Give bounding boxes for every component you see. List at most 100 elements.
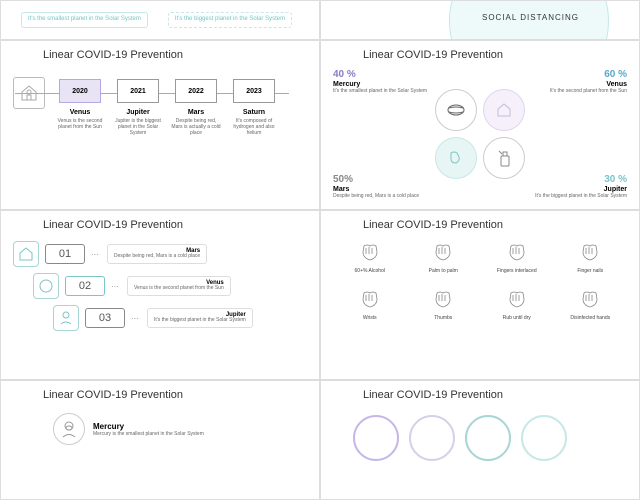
handwash-grid: 60+% Alcohol Palm to palm Fingers interlac… <box>333 241 627 321</box>
template-grid: It's the smallest planet in the Solar Sy… <box>0 0 640 500</box>
step-row: 03 ⋯ JupiterIt's the biggest planet in the… <box>53 305 307 331</box>
year-column: 2022 Mars Despite being red, Mars is actua… <box>171 79 221 136</box>
dots-icon: ⋯ <box>111 282 121 291</box>
section-title: Linear COVID-19 Prevention <box>13 49 307 61</box>
section-title: Linear COVID-19 Prevention <box>333 219 627 231</box>
hands-icon <box>356 241 384 265</box>
accent-circle <box>465 415 511 461</box>
hands-icon <box>429 241 457 265</box>
bottom-left-cell: Linear COVID-19 Prevention Mercury Mercu… <box>0 380 320 500</box>
quad-center-icons <box>435 89 525 179</box>
quad-name: Venus <box>517 81 627 88</box>
hands-icon <box>503 241 531 265</box>
step-label: Thumbs <box>413 315 473 321</box>
handwash-step: 60+% Alcohol <box>340 241 400 274</box>
dots-icon: ⋯ <box>131 314 141 323</box>
sanitizer-icon <box>483 137 525 179</box>
handwash-step: Disinfected hands <box>560 288 620 321</box>
year-box: 2023 <box>233 79 275 103</box>
planet-desc: Venus is the second planet from the Sun <box>55 118 105 130</box>
step-icon <box>53 305 79 331</box>
handwash-step: Thumbs <box>413 288 473 321</box>
planet-name: Mars <box>171 109 221 116</box>
year-box: 2022 <box>175 79 217 103</box>
step-label: Wrists <box>340 315 400 321</box>
handwash-step: Palm to palm <box>413 241 473 274</box>
quad-desc: It's the second planet from the Sun <box>517 88 627 94</box>
year-box: 2021 <box>117 79 159 103</box>
quad-name: Mercury <box>333 81 443 88</box>
accent-circle <box>521 415 567 461</box>
mask-icon <box>435 89 477 131</box>
quad-pct: 40 % <box>333 69 443 80</box>
quad-layout: 40 % Mercury It's the smallest planet in… <box>333 69 627 199</box>
planet-desc: Mercury is the smallest planet in the So… <box>93 431 204 437</box>
step-label: Rub until dry <box>487 315 547 321</box>
step-number: 01 <box>45 244 85 264</box>
planet-desc: Jupiter is the biggest planet in the Sol… <box>113 118 163 136</box>
hands-icon <box>576 241 604 265</box>
handwash-step: Finger nails <box>560 241 620 274</box>
section-title: Linear COVID-19 Prevention <box>333 49 627 61</box>
handwash-step: Fingers interlaced <box>487 241 547 274</box>
bottom-text: Mercury Mercury is the smallest planet i… <box>93 422 204 437</box>
hands-icon <box>429 288 457 312</box>
handwash-step: Rub until dry <box>487 288 547 321</box>
handwash-step: Wrists <box>340 288 400 321</box>
quad-cell: Linear COVID-19 Prevention 40 % Mercury … <box>320 40 640 210</box>
quad-topright: 60 % Venus It's the second planet from t… <box>517 69 627 94</box>
quad-desc: It's the smallest planet in the Solar Sy… <box>333 88 443 94</box>
hands-icon <box>576 288 604 312</box>
accent-circle <box>353 415 399 461</box>
step-text: VenusVenus is the second planet from the… <box>127 276 231 296</box>
quad-bottomleft: 50% Mars Despite being red, Mars is a co… <box>333 174 443 199</box>
quad-name: Jupiter <box>517 186 627 193</box>
timeline-cell: Linear COVID-19 Prevention 2020VenusVenu… <box>0 40 320 210</box>
step-label: 60+% Alcohol <box>340 268 400 274</box>
step-number: 03 <box>85 308 125 328</box>
home-icon <box>483 89 525 131</box>
hands-icon <box>356 288 384 312</box>
quad-pct: 30 % <box>517 174 627 185</box>
section-title: Linear COVID-19 Prevention <box>13 389 307 401</box>
step-label: Disinfected hands <box>560 315 620 321</box>
planet-name: Jupiter <box>113 109 163 116</box>
section-title: Linear COVID-19 Prevention <box>333 389 627 401</box>
step-icon <box>33 273 59 299</box>
year-box: 2020 <box>59 79 101 103</box>
quad-desc: It's the biggest planet in the Solar Sys… <box>517 193 627 199</box>
step-label: Fingers interlaced <box>487 268 547 274</box>
dots-icon: ⋯ <box>91 250 101 259</box>
planet-desc: Despite being red, Mars is actually a co… <box>171 118 221 136</box>
info-pill-1: It's the smallest planet in the Solar Sy… <box>21 12 148 27</box>
step-text: MarsDespite being red, Mars is a cold pl… <box>107 244 207 264</box>
handwash-row: 60+% Alcohol Palm to palm Fingers interlac… <box>333 241 627 274</box>
step-text: JupiterIt's the biggest planet in the So… <box>147 308 253 328</box>
step-icon <box>13 241 39 267</box>
info-pill-2: It's the biggest planet in the Solar Sys… <box>168 12 292 27</box>
accent-circle <box>409 415 455 461</box>
hands-icon <box>503 288 531 312</box>
year-column: 2020VenusVenus is the second planet from… <box>55 79 105 136</box>
section-title: Linear COVID-19 Prevention <box>13 219 307 231</box>
quad-desc: Despite being red, Mars is a cold place <box>333 193 443 199</box>
quad-bottomright: 30 % Jupiter It's the biggest planet in … <box>517 174 627 199</box>
planet-desc: It's composed of hydrogen and also heliu… <box>229 118 279 136</box>
handwash-row: Wrists Thumbs Rub until dry Disinfected han… <box>333 288 627 321</box>
quad-pct: 50% <box>333 174 443 185</box>
step-row: 02 ⋯ VenusVenus is the second planet from … <box>33 273 307 299</box>
steps-cell: Linear COVID-19 Prevention 01 ⋯ MarsDespit… <box>0 210 320 380</box>
year-column: 2023SaturnIt's composed of hydrogen and … <box>229 79 279 136</box>
timeline-container: 2020VenusVenus is the second planet from… <box>13 79 307 136</box>
step-label: Finger nails <box>560 268 620 274</box>
planet-name: Mercury <box>93 422 204 431</box>
handwash-icon <box>435 137 477 179</box>
quad-topleft: 40 % Mercury It's the smallest planet in… <box>333 69 443 94</box>
bottom-item: Mercury Mercury is the smallest planet i… <box>13 413 307 445</box>
social-distancing-label: SOCIAL DISTANCING <box>482 13 579 22</box>
top-left-cell: It's the smallest planet in the Solar Sy… <box>0 0 320 40</box>
step-number: 02 <box>65 276 105 296</box>
top-right-cell: SOCIAL DISTANCING <box>320 0 640 40</box>
bottom-right-cell: Linear COVID-19 Prevention <box>320 380 640 500</box>
step-label: Palm to palm <box>413 268 473 274</box>
